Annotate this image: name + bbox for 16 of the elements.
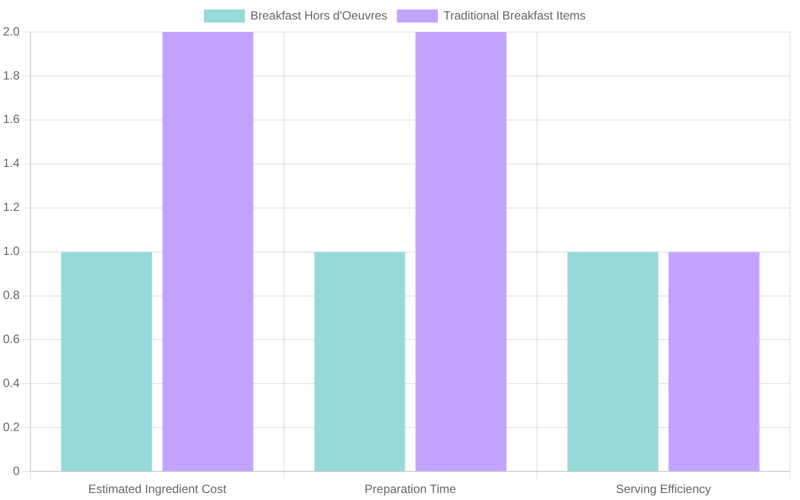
y-tick-label: 0.6: [2, 332, 20, 346]
legend-label: Traditional Breakfast Items: [443, 8, 586, 22]
x-tick-label: Preparation Time: [364, 482, 456, 496]
y-tick-label: 0.8: [2, 288, 20, 302]
y-tick-label: 1.4: [2, 156, 20, 170]
y-tick-label: 0.2: [2, 420, 20, 434]
x-tick-label: Serving Efficiency: [616, 482, 712, 496]
y-tick-label: 1.8: [2, 68, 20, 82]
y-tick-label: 0: [12, 464, 20, 478]
y-tick-label: 2.0: [2, 24, 20, 38]
x-tick-label: Estimated Ingredient Cost: [88, 482, 227, 496]
y-tick-label: 1.2: [2, 200, 20, 214]
y-tick-label: 1.0: [2, 244, 20, 258]
y-tick-label: 0.4: [2, 376, 20, 390]
legend-label: Breakfast Hors d'Oeuvres: [250, 8, 388, 22]
y-tick-label: 1.6: [2, 112, 20, 126]
